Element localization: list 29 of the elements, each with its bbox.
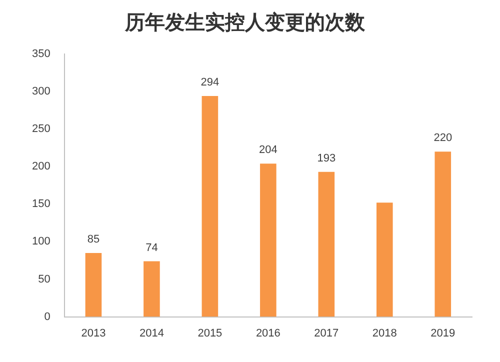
data-label: 204	[258, 144, 278, 156]
y-tick-label: 200	[32, 160, 50, 173]
y-tick-label: 50	[38, 273, 50, 286]
bar	[376, 202, 393, 317]
x-tick-label: 2015	[198, 327, 222, 340]
x-tick-label: 2018	[372, 327, 397, 340]
data-label: 294	[200, 76, 220, 89]
y-tick-label: 350	[32, 48, 50, 60]
x-tick-label: 2013	[81, 327, 106, 340]
data-label: 74	[146, 242, 158, 254]
x-tick-label: 2016	[256, 327, 280, 340]
data-label: 220	[434, 132, 452, 144]
x-tick-label: 2014	[139, 327, 164, 340]
data-label: 85	[87, 234, 100, 246]
x-tick-label: 2019	[430, 327, 456, 340]
y-tick-label: 300	[32, 86, 50, 98]
chart-title: 历年发生实控人变更的次数	[124, 10, 366, 34]
x-tick-label: 2017	[314, 327, 339, 340]
y-tick-label: 0	[44, 310, 50, 323]
bar	[144, 261, 160, 317]
y-tick-label: 150	[32, 198, 50, 210]
y-tick-label: 250	[32, 123, 50, 136]
bar	[260, 164, 276, 317]
bar	[202, 96, 218, 317]
bar	[434, 152, 452, 317]
bar	[318, 172, 335, 317]
y-tick-label: 100	[32, 236, 50, 248]
bar	[85, 252, 102, 317]
data-label: 193	[317, 152, 336, 164]
